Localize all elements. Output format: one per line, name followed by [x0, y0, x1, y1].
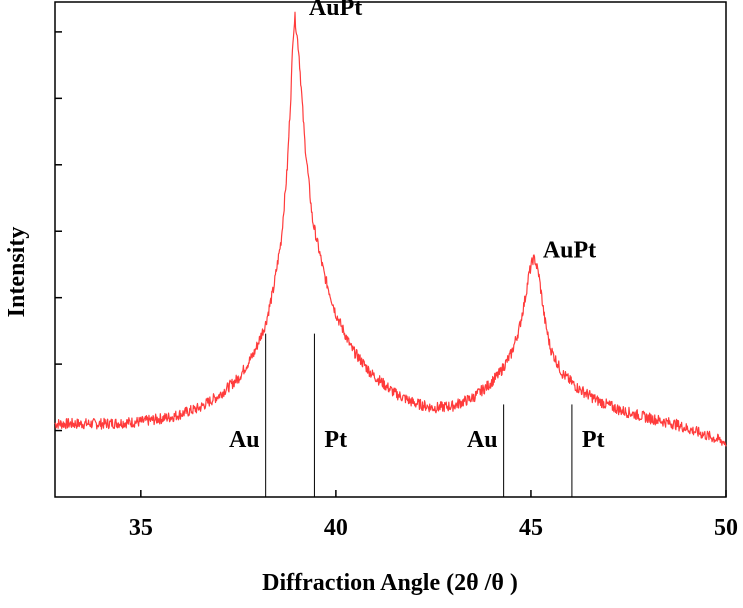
x-axis-ticks: [140, 490, 727, 497]
y-axis-label: Intensity: [4, 227, 30, 318]
reference-label-pt: Pt: [324, 427, 347, 453]
reference-label-au: Au: [229, 427, 260, 453]
series-line: [54, 11, 727, 447]
peak-label: AuPt: [309, 0, 362, 21]
plot-frame: [54, 1, 727, 498]
reference-label-au: Au: [467, 427, 498, 453]
reference-line-labels: Au Pt Au Pt: [229, 427, 605, 453]
x-axis-label: Diffraction Angle (2θ /θ ): [262, 570, 518, 596]
y-axis-ticks: [55, 31, 62, 432]
x-tick-label: 40: [324, 515, 348, 541]
x-axis-tick-labels: 35 40 45 50: [129, 515, 738, 541]
x-tick-label: 35: [129, 515, 153, 541]
reference-label-pt: Pt: [582, 427, 605, 453]
x-tick-label: 50: [714, 515, 738, 541]
x-tick-label: 45: [519, 515, 543, 541]
peak-annotations: AuPt AuPt: [309, 0, 596, 263]
reference-lines: [265, 333, 573, 497]
peak-label: AuPt: [543, 237, 596, 263]
